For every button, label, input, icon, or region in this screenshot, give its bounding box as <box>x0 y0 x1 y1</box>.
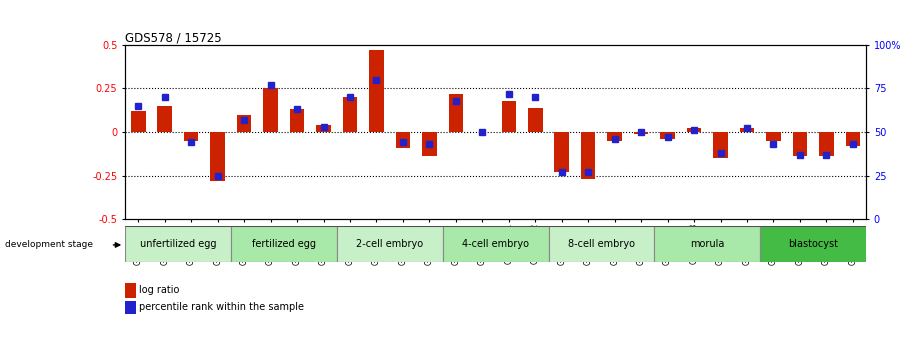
Bar <box>581 132 595 179</box>
Bar <box>158 106 172 132</box>
Text: GDS578 / 15725: GDS578 / 15725 <box>125 32 222 45</box>
Bar <box>528 108 543 132</box>
Bar <box>342 97 357 132</box>
Bar <box>264 88 278 132</box>
Bar <box>231 226 337 262</box>
Bar <box>125 226 231 262</box>
Text: percentile rank within the sample: percentile rank within the sample <box>139 303 304 312</box>
Bar <box>766 132 781 141</box>
Bar <box>760 226 866 262</box>
Bar <box>548 226 654 262</box>
Bar <box>290 109 304 132</box>
Text: 2-cell embryo: 2-cell embryo <box>356 239 423 249</box>
Bar <box>634 132 649 134</box>
Bar <box>131 111 146 132</box>
Text: 4-cell embryo: 4-cell embryo <box>462 239 529 249</box>
Text: 8-cell embryo: 8-cell embryo <box>568 239 635 249</box>
Bar <box>713 132 728 158</box>
Bar <box>316 125 331 132</box>
Text: fertilized egg: fertilized egg <box>252 239 316 249</box>
Bar <box>654 226 760 262</box>
Bar <box>819 132 834 156</box>
Bar <box>422 132 437 156</box>
Bar <box>236 115 251 132</box>
Bar <box>443 226 548 262</box>
Bar <box>370 50 384 132</box>
Text: unfertilized egg: unfertilized egg <box>140 239 217 249</box>
Bar <box>607 132 622 141</box>
Text: development stage: development stage <box>5 240 92 249</box>
Bar <box>502 101 516 132</box>
Bar <box>660 132 675 139</box>
Bar <box>184 132 198 141</box>
Bar <box>337 226 443 262</box>
Bar <box>210 132 225 181</box>
Bar <box>554 132 569 172</box>
Bar <box>845 132 860 146</box>
Bar <box>448 93 463 132</box>
Bar <box>687 128 701 132</box>
Bar <box>793 132 807 156</box>
Bar <box>396 132 410 148</box>
Text: blastocyst: blastocyst <box>788 239 838 249</box>
Text: log ratio: log ratio <box>139 286 179 295</box>
Bar <box>740 128 755 132</box>
Text: morula: morula <box>690 239 725 249</box>
